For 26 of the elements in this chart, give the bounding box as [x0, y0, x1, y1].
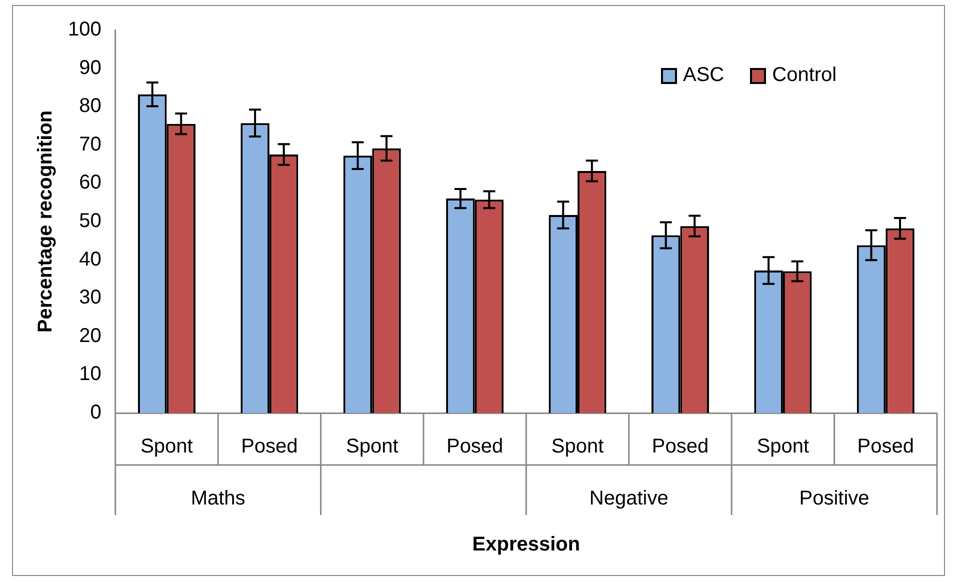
legend-label: Control — [772, 64, 837, 87]
y-tick-label: 60 — [79, 172, 102, 194]
x-axis-title: Expression — [472, 534, 580, 556]
x-tick-label: Posed — [241, 436, 298, 458]
y-tick-label: 50 — [79, 210, 102, 232]
x-tick-label: Spont — [346, 436, 399, 458]
x-tick-label: Posed — [652, 436, 709, 458]
y-tick-label: 0 — [90, 402, 102, 424]
y-tick-label: 10 — [79, 363, 102, 386]
text: Positive — [799, 488, 870, 510]
x-tick-label: Posed — [857, 436, 914, 458]
legend-label: ASC — [683, 64, 724, 87]
y-tick-label: 40 — [79, 248, 102, 270]
text: Maths — [190, 488, 246, 510]
y-axis-title: Percentage recognition — [34, 110, 57, 333]
y-tick-label: 70 — [79, 133, 102, 156]
x-tick-label: Spont — [756, 436, 810, 458]
x-tick-label: Spont — [551, 436, 604, 458]
x-tick-label: Spont — [140, 436, 194, 458]
y-tick-label: 100 — [68, 18, 102, 41]
y-tick-label: 30 — [79, 286, 102, 309]
y-tick-label: 90 — [79, 56, 102, 79]
x-tick-label: Posed — [446, 436, 504, 458]
text: Negative — [589, 488, 668, 510]
y-tick-label: 80 — [79, 95, 102, 118]
y-tick-label: 20 — [79, 324, 102, 347]
